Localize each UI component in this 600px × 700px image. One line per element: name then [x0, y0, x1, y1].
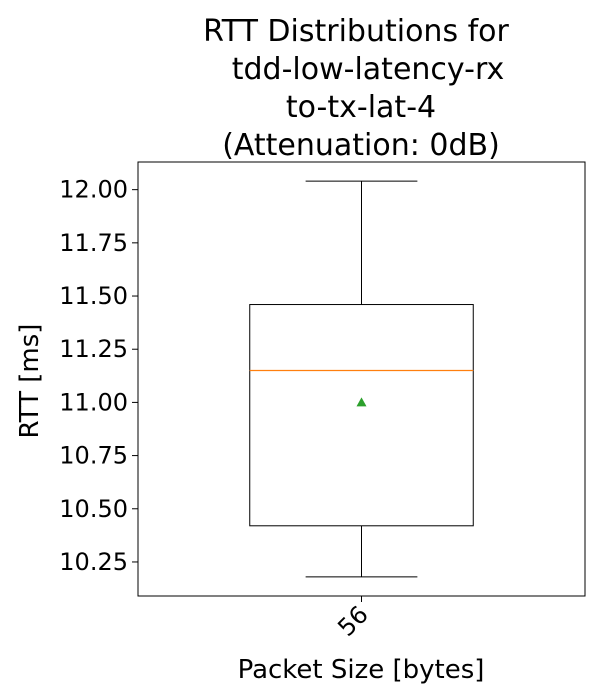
y-tick-label: 10.75: [59, 442, 128, 470]
title-line-2: tdd-low-latency-rx: [232, 52, 505, 87]
box-56: [249, 180, 474, 578]
y-tick-label: 11.00: [59, 388, 128, 416]
title-line-3: to-tx-lat-4: [286, 90, 436, 125]
title-line-1: RTT Distributions for: [203, 14, 509, 49]
iqr-box: [249, 304, 474, 527]
x-axis: 56: [332, 596, 374, 642]
x-tick-label: 56: [332, 600, 373, 641]
y-tick-label: 11.50: [59, 282, 128, 310]
y-tick-label: 11.25: [59, 335, 128, 363]
box-plot-series: [249, 180, 474, 578]
y-axis: 10.25 10.50 10.75 11.00 11.25 11.50 11.75 12.00: [59, 176, 138, 576]
y-tick-label: 10.50: [59, 495, 128, 523]
title-line-4: (Attenuation: 0dB): [222, 128, 500, 163]
mean-marker: [356, 397, 367, 407]
x-axis-label: Packet Size [bytes]: [238, 655, 485, 685]
y-tick-label: 10.25: [59, 548, 128, 576]
chart-title: RTT Distributions for tdd-low-latency-rx…: [203, 14, 509, 163]
y-axis-label: RTT [ms]: [15, 324, 45, 439]
y-tick-label: 11.75: [59, 229, 128, 257]
y-tick-label: 12.00: [59, 176, 128, 204]
